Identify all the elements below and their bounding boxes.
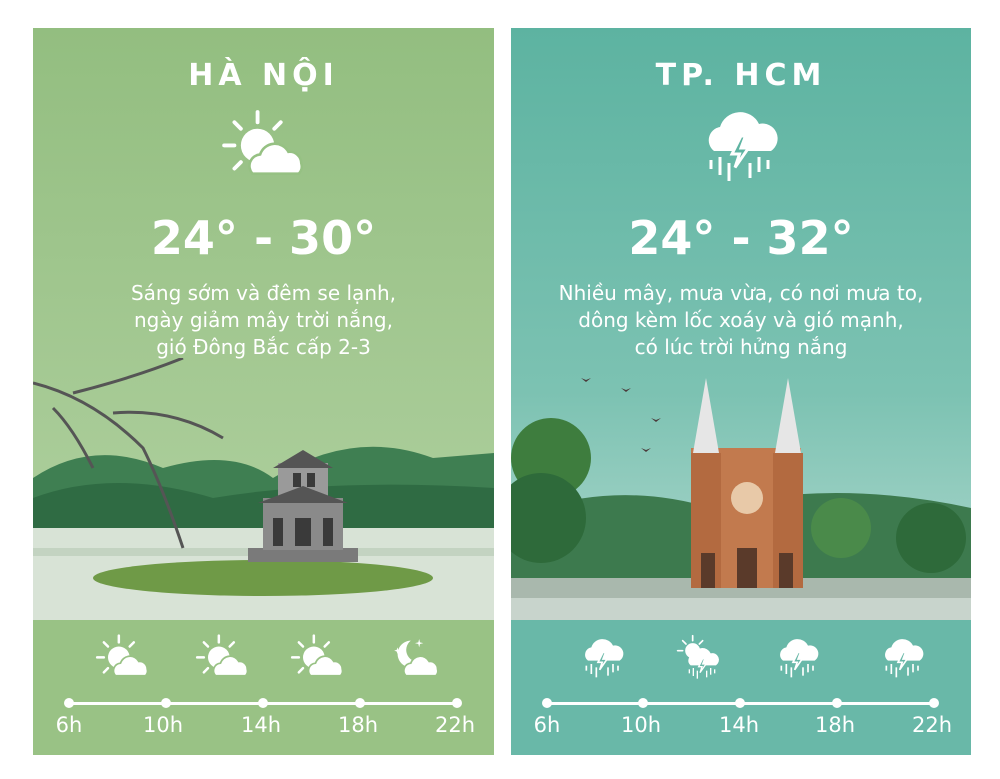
sun-thunderstorm-icon <box>671 634 731 684</box>
city-title: HÀ NỘI <box>188 58 339 93</box>
description-line: Sáng sớm và đêm se lạnh, <box>130 281 397 305</box>
timeline-dot <box>452 698 462 708</box>
temperature-range: 24° - 30° <box>150 211 377 265</box>
thunderstorm-rain-icon <box>707 110 780 183</box>
hour-label: 10h <box>142 713 184 737</box>
city-title: TP. HCM <box>655 58 827 93</box>
hour-label: 22h <box>911 713 953 737</box>
notre-dame-cathedral-illustration <box>511 378 971 620</box>
temperature-range: 24° - 32° <box>628 211 854 265</box>
moon-cloud-icon <box>393 638 439 677</box>
hour-label: 6h <box>533 713 561 737</box>
description-line: gió Đông Bắc cấp 2-3 <box>156 335 371 359</box>
timeline-dot <box>542 698 552 708</box>
timeline-dot <box>832 698 842 708</box>
sun-cloud-icon <box>95 634 149 677</box>
timeline-dot <box>161 698 171 708</box>
description-line: dông kèm lốc xoáy và gió mạnh, <box>578 308 904 332</box>
hourly-forecast: 6h 10h 14h 18h 22h <box>33 620 494 755</box>
timeline-dot <box>355 698 365 708</box>
weather-description: Sáng sớm và đêm se lạnh, ngày giảm mây t… <box>33 280 494 361</box>
sun-cloud-icon <box>290 634 344 677</box>
hoan-kiem-lake-illustration <box>33 358 494 620</box>
sun-cloud-icon <box>195 634 249 677</box>
hanoi-panel: HÀ NỘI 24° - 30° Sáng sớm và đêm se lạnh… <box>33 28 494 755</box>
timeline-dot <box>258 698 268 708</box>
description-line: Nhiều mây, mưa vừa, có nơi mưa to, <box>558 281 924 305</box>
timeline-dot <box>64 698 74 708</box>
hourly-forecast: 6h 10h 14h 18h 22h <box>511 620 971 755</box>
timeline-dot <box>638 698 648 708</box>
hour-label: 10h <box>620 713 662 737</box>
timeline-dot <box>929 698 939 708</box>
thunderstorm-rain-icon <box>779 638 820 679</box>
description-line: có lúc trời hửng nắng <box>634 335 848 359</box>
hcm-panel: TP. HCM 24° - 32° Nhiều mây, mưa vừa, có… <box>511 28 971 755</box>
timeline-dot <box>735 698 745 708</box>
hour-label: 6h <box>55 713 83 737</box>
description-line: ngày giảm mây trời nắng, <box>134 308 393 332</box>
weather-description: Nhiều mây, mưa vừa, có nơi mưa to, dông … <box>511 280 971 361</box>
hour-label: 14h <box>718 713 760 737</box>
hour-label: 14h <box>240 713 282 737</box>
sun-cloud-icon <box>221 110 304 176</box>
thunderstorm-rain-icon <box>584 638 625 679</box>
thunderstorm-rain-icon <box>884 638 925 679</box>
hour-label: 22h <box>434 713 476 737</box>
hour-label: 18h <box>337 713 379 737</box>
hour-label: 18h <box>814 713 856 737</box>
